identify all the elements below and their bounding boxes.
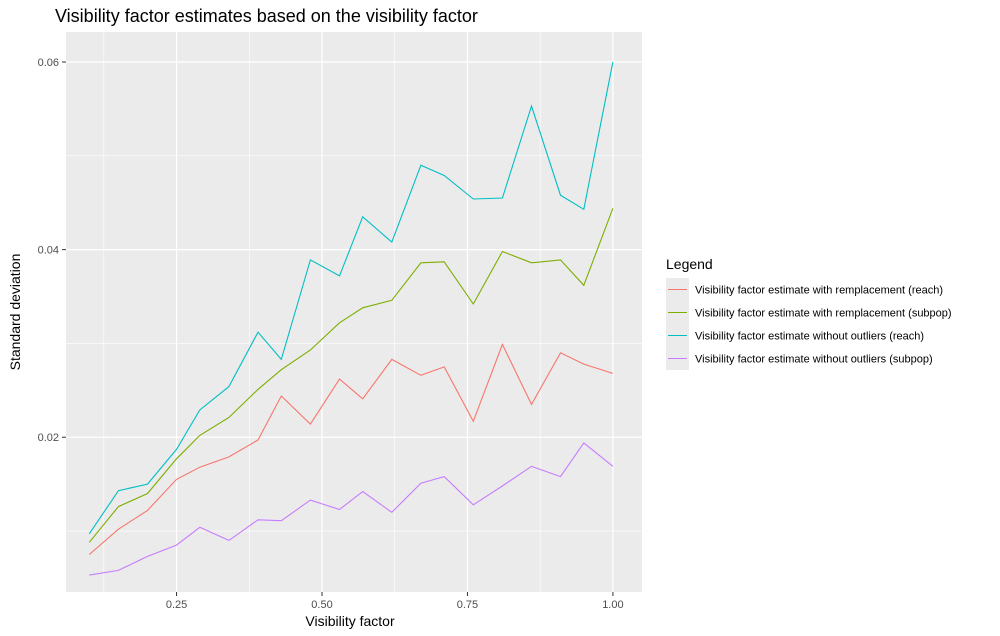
plot-panel (66, 32, 642, 592)
y-axis-title: Standard deviation (7, 254, 23, 371)
legend-label-1: Visibility factor estimate with remplace… (695, 285, 943, 297)
x-axis-title: Visibility factor (305, 613, 395, 629)
series-line-4 (89, 442, 614, 576)
series-lines (88, 61, 614, 576)
legend-label-3: Visibility factor estimate without outli… (695, 331, 924, 343)
y-tick-label: 0.06 (38, 57, 59, 69)
x-tick-label: 1.00 (602, 599, 623, 611)
x-axis: 0.25 0.50 0.75 1.00 (166, 592, 624, 611)
series-line-2 (88, 208, 614, 543)
x-tick-label: 0.25 (166, 599, 187, 611)
y-tick-label: 0.02 (38, 432, 59, 444)
legend-label-4: Visibility factor estimate without outli… (695, 354, 933, 366)
y-tick-label: 0.04 (38, 245, 59, 257)
y-axis: 0.02 0.04 0.06 (38, 57, 66, 444)
series-line-1 (88, 343, 614, 555)
legend-label-2: Visibility factor estimate with remplace… (695, 308, 952, 320)
chart-title: Visibility factor estimates based on the… (55, 6, 478, 26)
x-tick-label: 0.75 (457, 599, 478, 611)
series-line-3 (88, 61, 614, 535)
legend-title: Legend (666, 256, 713, 272)
x-tick-label: 0.50 (311, 599, 332, 611)
legend: Legend Visibility factor estimate with r… (666, 256, 952, 370)
